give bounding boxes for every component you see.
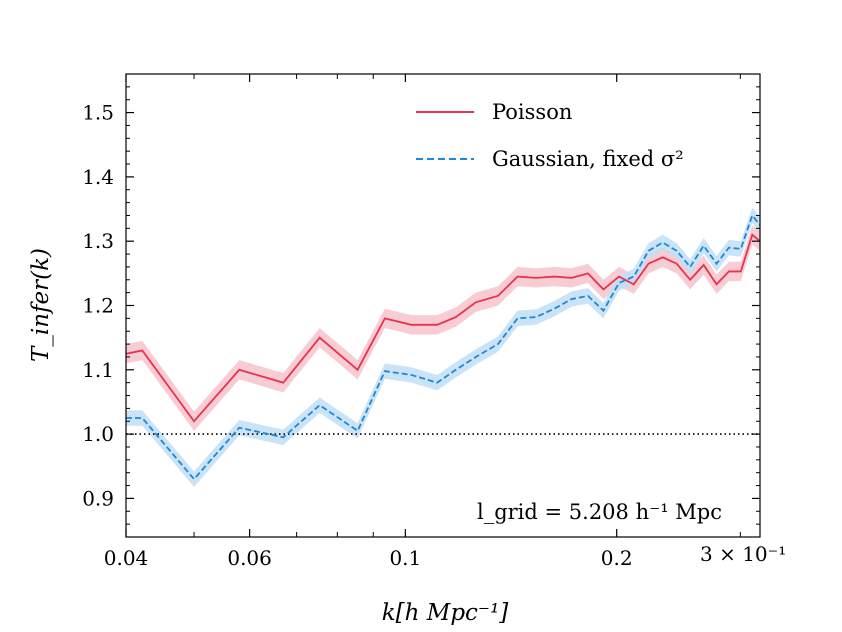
x-tick-label: 0.04	[104, 546, 149, 570]
y-tick-label: 1.3	[82, 229, 114, 253]
band-1	[126, 207, 760, 487]
x-ticks: 0.04 0.06 0.1 0.2	[104, 74, 741, 570]
series-lines	[125, 213, 761, 481]
plot-frame	[125, 73, 761, 538]
y-ticks: 0.9 1.0 1.1 1.2 1.3 1.4 1.5	[82, 73, 760, 538]
y-tick-label: 1.2	[82, 294, 114, 318]
y-tick-label: 0.9	[82, 486, 114, 510]
x-tick-label: 0.2	[601, 546, 633, 570]
grid-annotation: l_grid = 5.208 h⁻¹ Mpc	[477, 500, 722, 524]
legend-label-gaussian: Gaussian, fixed σ²	[492, 147, 684, 171]
confidence-bands	[126, 207, 760, 487]
y-tick-label: 1.4	[82, 165, 114, 189]
x-offset-label: 3 × 10⁻¹	[700, 542, 786, 566]
x-tick-label: 0.1	[389, 546, 421, 570]
series-line-0	[125, 233, 761, 423]
y-axis-label: T_infer(k)	[28, 248, 54, 362]
x-tick-label: 0.06	[227, 546, 272, 570]
legend-label-poisson: Poisson	[492, 100, 572, 124]
y-tick-label: 1.5	[82, 101, 114, 125]
x-axis-label: k[h Mpc⁻¹]	[382, 600, 509, 626]
axes	[125, 73, 761, 538]
y-tick-label: 1.1	[82, 358, 114, 382]
band-0	[126, 225, 760, 431]
legend: Poisson Gaussian, fixed σ²	[416, 100, 684, 171]
y-tick-label: 1.0	[82, 422, 114, 446]
